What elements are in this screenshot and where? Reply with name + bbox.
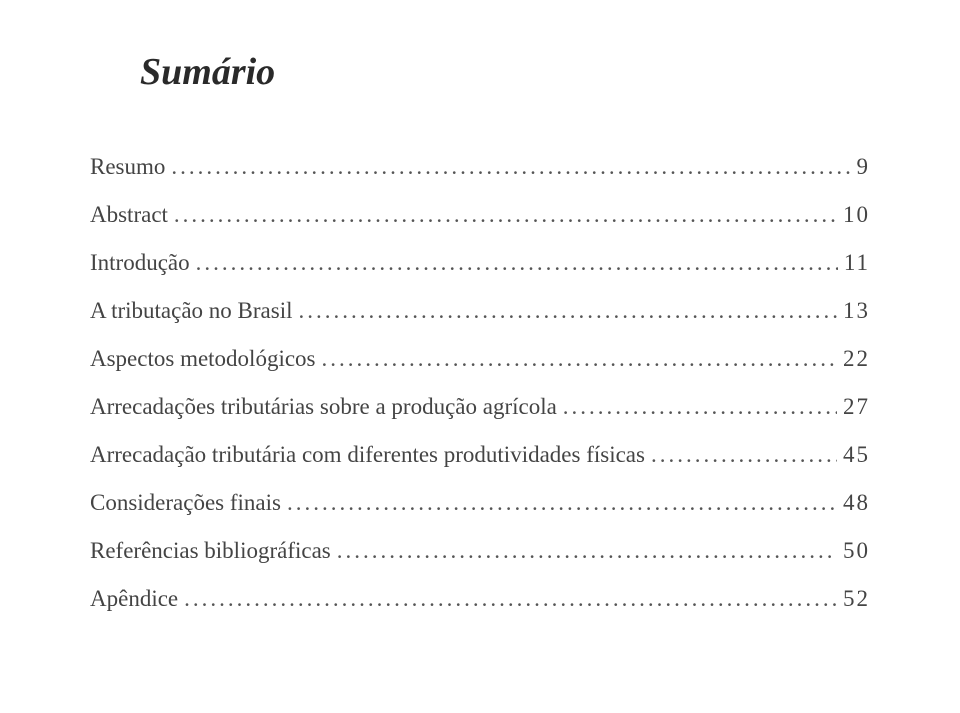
toc-label: Introdução bbox=[90, 250, 190, 276]
toc-dots bbox=[322, 346, 838, 372]
toc-dots bbox=[337, 538, 837, 564]
toc-entry: Arrecadações tributárias sobre a produçã… bbox=[90, 394, 870, 420]
toc-page: 11 bbox=[844, 250, 870, 276]
toc-dots bbox=[563, 394, 837, 420]
toc-label: Considerações finais bbox=[90, 490, 281, 516]
toc-dots bbox=[651, 442, 837, 468]
toc-page: 52 bbox=[843, 586, 870, 612]
toc-page: 13 bbox=[843, 298, 870, 324]
toc-page: 50 bbox=[843, 538, 870, 564]
toc-dots bbox=[287, 490, 837, 516]
toc-label: Aspectos metodológicos bbox=[90, 346, 316, 372]
toc-dots bbox=[171, 154, 850, 180]
toc-entry: Aspectos metodológicos 22 bbox=[90, 346, 870, 372]
toc-entry: Arrecadação tributária com diferentes pr… bbox=[90, 442, 870, 468]
toc-page: 9 bbox=[857, 154, 871, 180]
toc-page: 27 bbox=[843, 394, 870, 420]
toc-entry: Abstract 10 bbox=[90, 202, 870, 228]
toc-label: Abstract bbox=[90, 202, 168, 228]
page-title: Sumário bbox=[140, 50, 870, 94]
toc-page: 48 bbox=[843, 490, 870, 516]
table-of-contents: Resumo 9 Abstract 10 Introdução 11 A tri… bbox=[90, 154, 870, 612]
toc-entry: Referências bibliográficas 50 bbox=[90, 538, 870, 564]
toc-entry: Apêndice 52 bbox=[90, 586, 870, 612]
toc-label: Arrecadações tributárias sobre a produçã… bbox=[90, 394, 557, 420]
toc-label: A tributação no Brasil bbox=[90, 298, 293, 324]
toc-dots bbox=[174, 202, 837, 228]
toc-page: 22 bbox=[843, 346, 870, 372]
toc-dots bbox=[299, 298, 838, 324]
toc-label: Arrecadação tributária com diferentes pr… bbox=[90, 442, 645, 468]
toc-label: Referências bibliográficas bbox=[90, 538, 331, 564]
toc-page: 10 bbox=[843, 202, 870, 228]
toc-dots bbox=[196, 250, 838, 276]
toc-dots bbox=[184, 586, 837, 612]
toc-page: 45 bbox=[843, 442, 870, 468]
toc-entry: Considerações finais 48 bbox=[90, 490, 870, 516]
toc-entry: Introdução 11 bbox=[90, 250, 870, 276]
toc-label: Apêndice bbox=[90, 586, 178, 612]
toc-entry: Resumo 9 bbox=[90, 154, 870, 180]
toc-label: Resumo bbox=[90, 154, 165, 180]
toc-entry: A tributação no Brasil 13 bbox=[90, 298, 870, 324]
